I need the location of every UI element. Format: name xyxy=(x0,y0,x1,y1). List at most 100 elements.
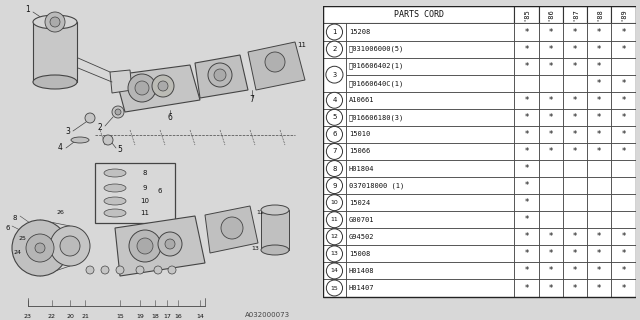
Circle shape xyxy=(326,212,342,228)
Bar xyxy=(587,194,611,211)
Text: 20: 20 xyxy=(66,314,74,318)
Bar xyxy=(539,160,563,177)
Text: *: * xyxy=(524,164,529,173)
Text: *: * xyxy=(524,198,529,207)
Bar xyxy=(261,210,289,250)
Bar xyxy=(539,194,563,211)
Text: *: * xyxy=(597,284,602,292)
Polygon shape xyxy=(205,206,258,253)
Ellipse shape xyxy=(104,169,126,177)
Bar xyxy=(346,58,515,75)
Text: *: * xyxy=(548,147,553,156)
Text: 17: 17 xyxy=(163,314,171,318)
Bar xyxy=(563,109,587,126)
Bar xyxy=(346,75,515,92)
Bar xyxy=(587,109,611,126)
Text: *: * xyxy=(524,215,529,224)
Bar xyxy=(346,177,515,194)
Text: *: * xyxy=(573,44,577,53)
Text: 3: 3 xyxy=(65,127,70,137)
Circle shape xyxy=(265,52,285,72)
Circle shape xyxy=(326,66,343,83)
Text: PARTS CORD: PARTS CORD xyxy=(394,11,444,20)
Bar xyxy=(515,75,539,92)
Circle shape xyxy=(326,280,342,296)
Bar xyxy=(539,211,563,228)
Text: *: * xyxy=(548,28,553,36)
Bar xyxy=(515,245,539,262)
Bar xyxy=(611,92,636,109)
Text: *: * xyxy=(597,62,602,71)
Circle shape xyxy=(85,113,95,123)
Bar xyxy=(539,58,563,75)
Circle shape xyxy=(135,81,149,95)
Text: 14: 14 xyxy=(330,268,339,273)
Text: *: * xyxy=(548,44,553,53)
Bar xyxy=(539,262,563,279)
Text: *: * xyxy=(621,147,625,156)
Bar xyxy=(346,126,515,143)
Text: 10: 10 xyxy=(141,198,150,204)
Text: A10661: A10661 xyxy=(349,97,374,103)
Text: *: * xyxy=(524,181,529,190)
Bar xyxy=(346,143,515,160)
Text: 12: 12 xyxy=(256,211,264,215)
Text: 8: 8 xyxy=(143,170,147,176)
Text: *: * xyxy=(524,113,529,122)
Text: G00701: G00701 xyxy=(349,217,374,223)
Text: *: * xyxy=(548,130,553,139)
Text: 15008: 15008 xyxy=(349,251,370,257)
Text: '89: '89 xyxy=(620,9,627,21)
Bar xyxy=(346,228,515,245)
Bar xyxy=(539,228,563,245)
Bar xyxy=(563,75,587,92)
Bar xyxy=(323,245,346,262)
Text: 9: 9 xyxy=(143,185,147,191)
Bar xyxy=(515,262,539,279)
Bar xyxy=(515,6,539,23)
Bar xyxy=(323,228,346,245)
Bar xyxy=(563,279,587,297)
Circle shape xyxy=(165,239,175,249)
Circle shape xyxy=(115,109,121,115)
Text: '85: '85 xyxy=(524,9,529,21)
Bar xyxy=(611,126,636,143)
Bar xyxy=(563,262,587,279)
Circle shape xyxy=(326,92,342,108)
Bar xyxy=(611,41,636,58)
Circle shape xyxy=(35,243,45,253)
Text: 6: 6 xyxy=(168,114,172,123)
Bar xyxy=(563,41,587,58)
Text: *: * xyxy=(573,147,577,156)
Text: *: * xyxy=(597,130,602,139)
Bar xyxy=(515,177,539,194)
Circle shape xyxy=(326,178,342,194)
Ellipse shape xyxy=(33,75,77,89)
Text: 8: 8 xyxy=(332,165,337,172)
Bar xyxy=(323,194,346,211)
Circle shape xyxy=(214,69,226,81)
Text: *: * xyxy=(548,96,553,105)
Bar xyxy=(539,23,563,41)
Circle shape xyxy=(128,74,156,102)
Text: *: * xyxy=(573,249,577,258)
Text: 5: 5 xyxy=(118,146,122,155)
Bar xyxy=(611,228,636,245)
Text: *: * xyxy=(573,62,577,71)
Bar xyxy=(346,23,515,41)
Bar xyxy=(611,58,636,75)
Text: 11: 11 xyxy=(331,217,339,222)
Circle shape xyxy=(152,75,174,97)
Circle shape xyxy=(12,220,68,276)
Text: 7: 7 xyxy=(250,95,255,105)
Text: 11: 11 xyxy=(298,42,307,48)
Circle shape xyxy=(158,81,168,91)
Text: *: * xyxy=(597,249,602,258)
Text: 15: 15 xyxy=(116,314,124,318)
Text: *: * xyxy=(573,267,577,276)
Text: 24: 24 xyxy=(14,251,22,255)
Bar xyxy=(611,177,636,194)
Bar xyxy=(611,160,636,177)
Bar xyxy=(323,109,346,126)
Circle shape xyxy=(326,143,342,159)
